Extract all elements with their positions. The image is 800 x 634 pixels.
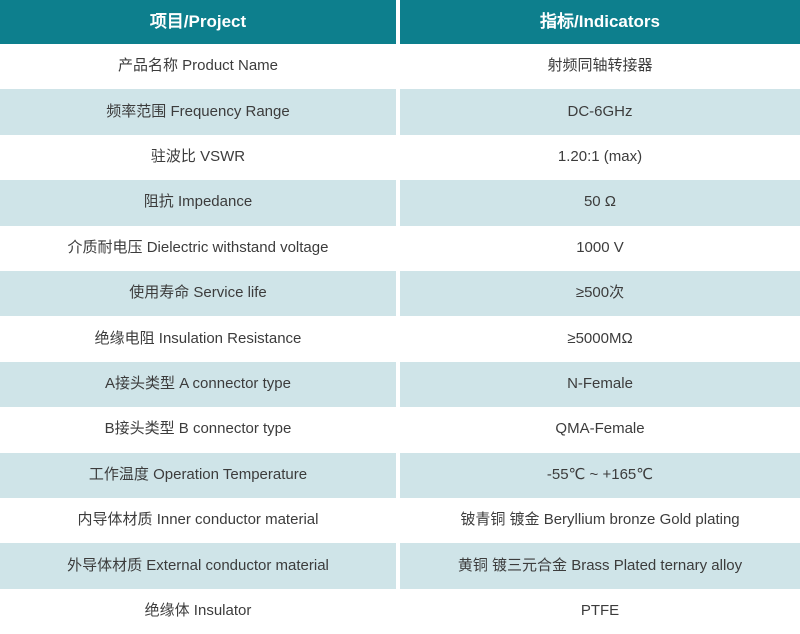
project-cell: 工作温度 Operation Temperature <box>88 465 308 483</box>
table-row: B接头类型 B connector type QMA-Female <box>0 407 800 453</box>
table-row: 阻抗 Impedance 50 Ω <box>0 180 800 226</box>
project-cell: 介质耐电压 Dielectric withstand voltage <box>67 238 329 256</box>
project-cell: 使用寿命 Service life <box>129 284 267 302</box>
project-cell: 外导体材质 External conductor material <box>67 556 329 574</box>
table-row: 工作温度 Operation Temperature -55℃ ~ +165℃ <box>0 452 800 498</box>
indicator-cell: 1000 V <box>396 225 800 271</box>
indicator-cell: 黄铜 镀三元合金 Brass Plated ternary alloy <box>396 543 800 589</box>
table-header-row: 项目/Project 指标/Indicators <box>0 0 800 44</box>
table-row: 使用寿命 Service life ≥500次 <box>0 270 800 317</box>
table-row: 绝缘体 Insulator PTFE <box>0 588 800 634</box>
project-cell: 阻抗 Impedance <box>143 193 253 211</box>
project-cell: B接头类型 B connector type <box>104 420 292 438</box>
indicator-cell: 射频同轴转接器 <box>396 44 800 90</box>
project-cell: 内导体材质 Inner conductor material <box>77 511 319 529</box>
indicator-cell: DC-6GHz <box>396 89 800 135</box>
table-row: 内导体材质 Inner conductor material 铍青铜 镀金 Be… <box>0 497 800 544</box>
table-row: 频率范围 Frequency Range DC-6GHz <box>0 89 800 135</box>
indicator-cell: 铍青铜 镀金 Beryllium bronze Gold plating <box>396 497 800 544</box>
table-row: 绝缘电阻 Insulation Resistance ≥5000MΩ <box>0 316 800 362</box>
indicator-cell: 50 Ω <box>396 180 800 226</box>
indicator-cell: -55℃ ~ +165℃ <box>396 452 800 498</box>
project-cell: A接头类型 A connector type <box>105 375 291 393</box>
project-cell: 产品名称 Product Name <box>117 57 279 75</box>
table-row: A接头类型 A connector type N-Female <box>0 361 800 408</box>
table-row: 介质耐电压 Dielectric withstand voltage 1000 … <box>0 225 800 271</box>
header-project: 项目/Project <box>149 12 247 32</box>
header-indicators: 指标/Indicators <box>396 0 800 44</box>
indicator-cell: PTFE <box>396 588 800 634</box>
indicator-cell: ≥500次 <box>396 270 800 317</box>
table-row: 产品名称 Product Name 射频同轴转接器 <box>0 44 800 90</box>
project-cell: 驻波比 VSWR <box>150 148 246 166</box>
project-cell: 绝缘电阻 Insulation Resistance <box>94 329 302 347</box>
indicator-cell: QMA-Female <box>396 407 800 453</box>
indicator-cell: 1.20:1 (max) <box>396 134 800 181</box>
indicator-cell: N-Female <box>396 361 800 408</box>
table-row: 驻波比 VSWR 1.20:1 (max) <box>0 134 800 181</box>
project-cell: 绝缘体 Insulator <box>144 602 252 619</box>
table-body: 产品名称 Product Name 射频同轴转接器 频率范围 Frequency… <box>0 44 800 634</box>
indicator-cell: ≥5000MΩ <box>396 316 800 362</box>
project-cell: 频率范围 Frequency Range <box>106 102 290 120</box>
table-row: 外导体材质 External conductor material 黄铜 镀三元… <box>0 543 800 589</box>
